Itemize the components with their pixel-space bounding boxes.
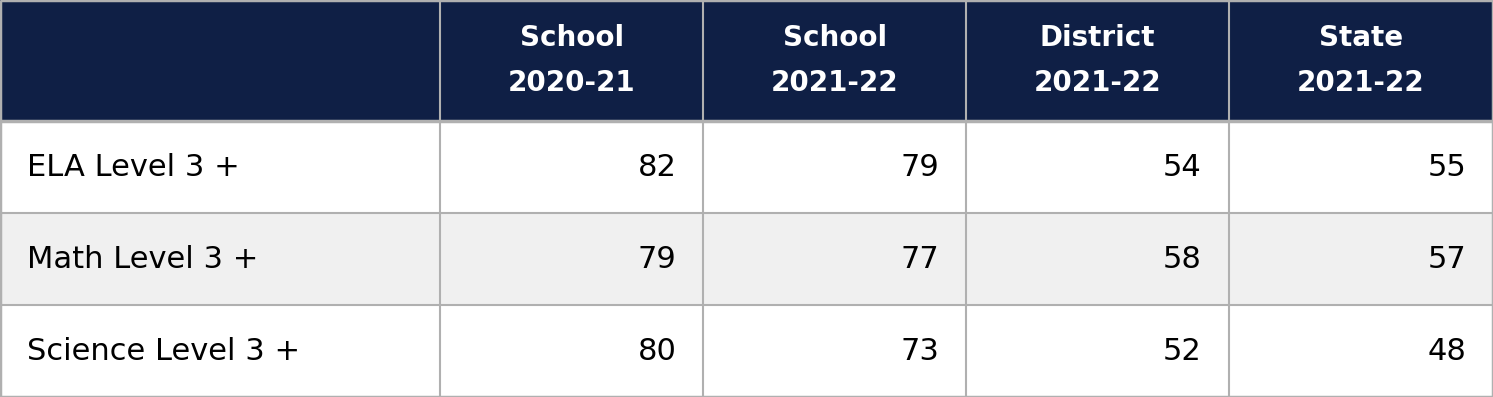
Bar	[703, 0, 966, 121]
Bar	[1229, 0, 1493, 121]
Text: 80: 80	[638, 337, 676, 366]
Bar	[703, 213, 966, 305]
Text: 57: 57	[1427, 245, 1466, 274]
Text: 77: 77	[900, 245, 939, 274]
Text: District
2021-22: District 2021-22	[1033, 24, 1162, 97]
Text: ELA Level 3 +: ELA Level 3 +	[27, 152, 239, 181]
Text: 55: 55	[1427, 152, 1466, 181]
Bar	[440, 0, 703, 121]
Text: School
2021-22: School 2021-22	[770, 24, 899, 97]
Bar	[1229, 305, 1493, 397]
Text: 79: 79	[900, 152, 939, 181]
Bar	[440, 121, 703, 213]
Bar	[0, 121, 440, 213]
Bar	[703, 121, 966, 213]
Text: Math Level 3 +: Math Level 3 +	[27, 245, 258, 274]
Text: School
2020-21: School 2020-21	[508, 24, 636, 97]
Text: 82: 82	[638, 152, 676, 181]
Text: 52: 52	[1163, 337, 1202, 366]
Bar	[440, 213, 703, 305]
Text: 48: 48	[1427, 337, 1466, 366]
Bar	[966, 0, 1229, 121]
Text: State
2021-22: State 2021-22	[1297, 24, 1424, 97]
Bar	[966, 121, 1229, 213]
Bar	[0, 213, 440, 305]
Text: 73: 73	[900, 337, 939, 366]
Text: 79: 79	[638, 245, 676, 274]
Text: 58: 58	[1163, 245, 1202, 274]
Bar	[1229, 121, 1493, 213]
Bar	[703, 305, 966, 397]
Text: 54: 54	[1163, 152, 1202, 181]
Text: Science Level 3 +: Science Level 3 +	[27, 337, 300, 366]
Bar	[966, 213, 1229, 305]
Bar	[966, 305, 1229, 397]
Bar	[440, 305, 703, 397]
Bar	[0, 0, 440, 121]
Bar	[0, 305, 440, 397]
Bar	[1229, 213, 1493, 305]
